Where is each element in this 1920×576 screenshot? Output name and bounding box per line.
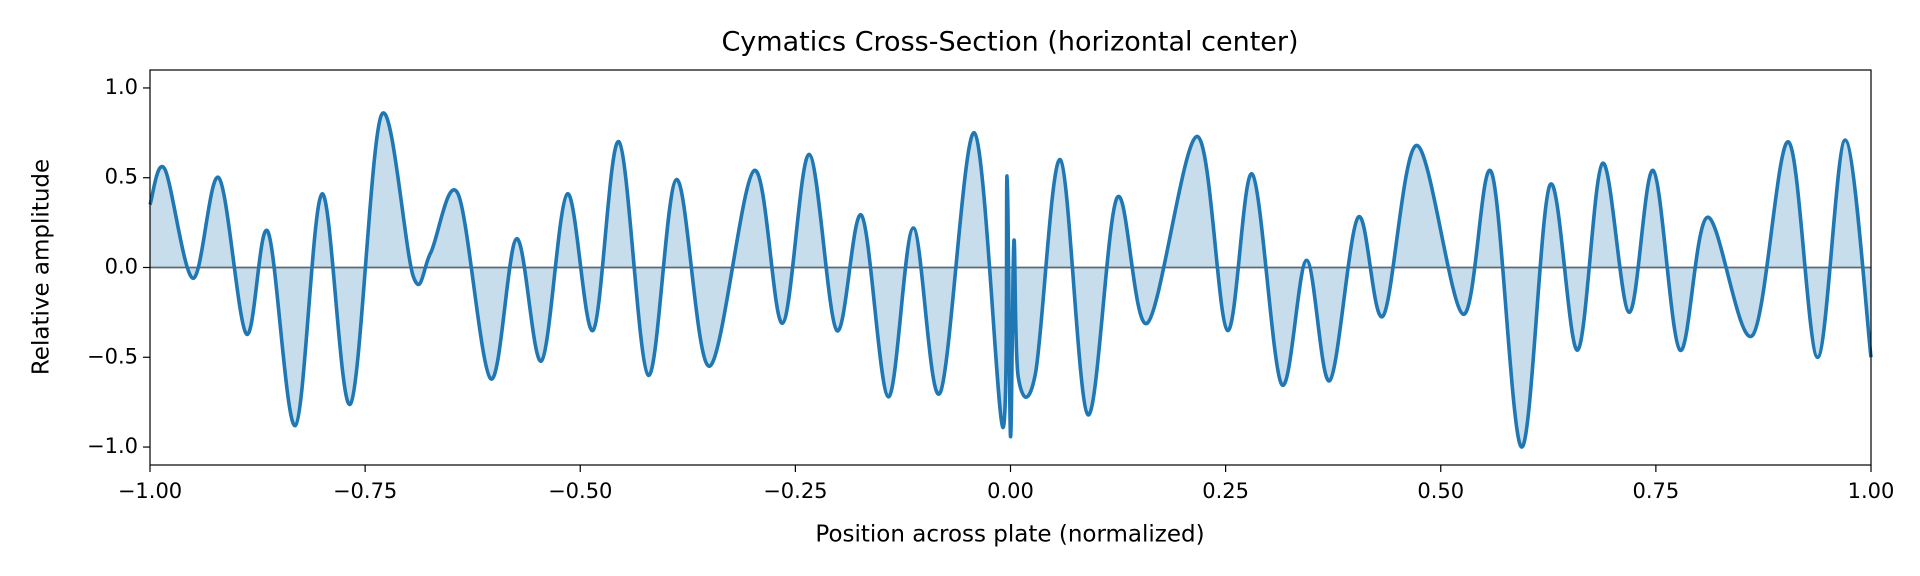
y-tick-label: −0.5 <box>87 344 138 368</box>
x-tick-label: −1.00 <box>118 479 182 503</box>
y-axis-label: Relative amplitude <box>29 159 55 375</box>
x-tick-label: −0.50 <box>548 479 612 503</box>
area-fill <box>150 112 1871 448</box>
x-tick-label: 0.75 <box>1632 479 1679 503</box>
y-tick-label: −1.0 <box>87 434 138 458</box>
plot-frame <box>149 69 1872 466</box>
y-tick-label: 1.0 <box>105 75 138 99</box>
y-tick-label: 0.0 <box>105 255 138 279</box>
x-axis-label: Position across plate (normalized) <box>815 522 1204 548</box>
y-tick-label: 0.5 <box>105 165 138 189</box>
x-tick-label: −0.75 <box>333 479 397 503</box>
line <box>148 111 1873 449</box>
chart-title: Cymatics Cross-Section (horizontal cente… <box>721 27 1298 58</box>
x-tick-label: 0.50 <box>1417 479 1464 503</box>
x-tick-label: −0.25 <box>763 479 827 503</box>
x-tick-label: 1.00 <box>1848 479 1895 503</box>
x-tick-label: 0.00 <box>987 479 1034 503</box>
x-tick-label: 0.25 <box>1202 479 1249 503</box>
